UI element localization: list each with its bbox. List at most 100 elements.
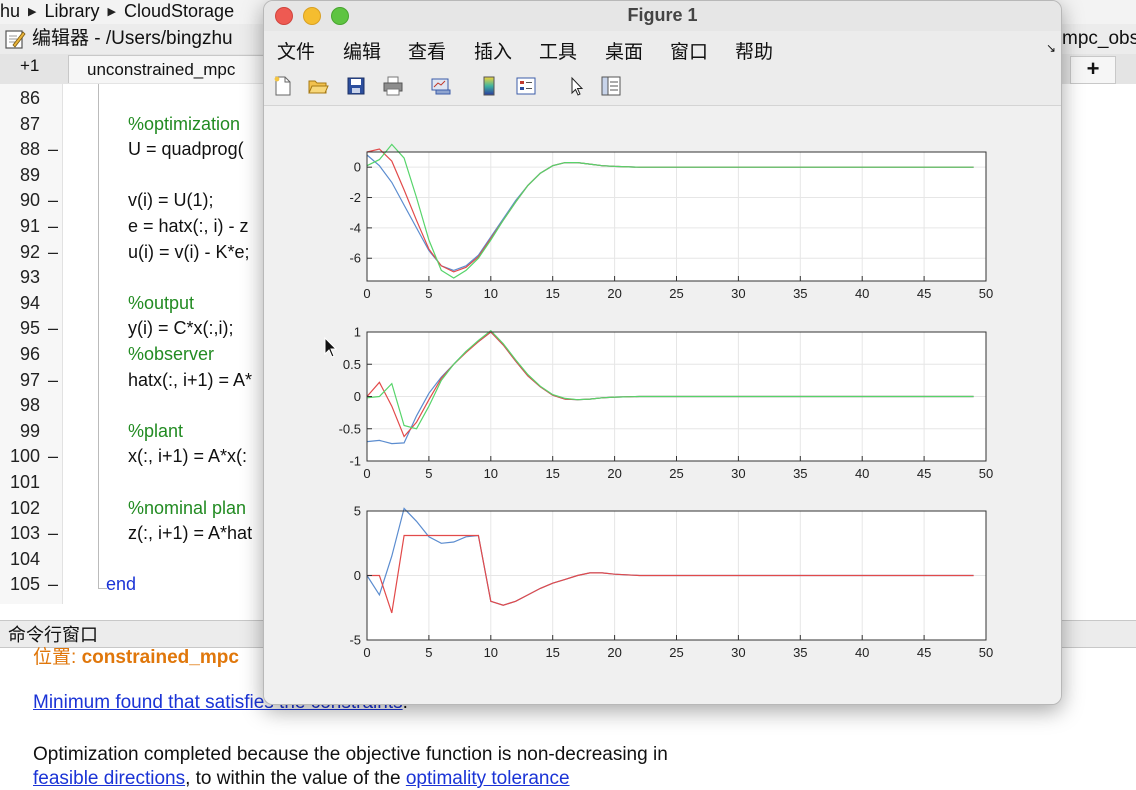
code-line[interactable]: 86 [0,85,1136,111]
code-line[interactable]: 89 [0,162,1136,188]
code-text: z(:, i+1) = A*hat [128,523,253,544]
code-line[interactable]: 95– y(i) = C*x(:,i); [0,315,1136,341]
dock-arrow-icon[interactable]: ↘ [1046,41,1057,55]
zoom-window-button[interactable] [331,7,349,25]
breakpoint-marker[interactable]: – [48,574,59,595]
save-icon[interactable] [345,75,367,97]
figure-plot-area[interactable]: 0 5 10 15 20 25 30 35 40 45 500-2-4-60 5 10 15 20 25 30 3… [264,106,1061,704]
legend-icon[interactable] [515,75,537,97]
menu-view[interactable]: 查看 [408,42,447,63]
x-tick-label: 10 [484,466,498,481]
code-line[interactable]: 103– z(:, i+1) = A*hat [0,520,1136,546]
x-tick-label: 40 [855,286,869,301]
chevron-right-icon: ▶ [28,6,37,18]
x-tick-label: 15 [545,466,559,481]
menu-edit[interactable]: 编辑 [343,42,382,63]
print-icon[interactable] [382,75,404,97]
code-line[interactable]: 90– v(i) = U(1); [0,187,1136,213]
tab-unconstrained-mpc[interactable]: unconstrained_mpc [68,55,278,83]
editor-icon [5,30,26,49]
y-tick-label: 0 [354,160,361,175]
figure-toolbar [264,67,1061,106]
menu-insert[interactable]: 插入 [474,42,513,63]
x-tick-label: 15 [545,645,559,660]
code-line[interactable]: 96 %observer [0,341,1136,367]
x-tick-label: 25 [669,645,683,660]
figure-titlebar[interactable]: Figure 1 [264,1,1061,31]
line-number: 96 [19,344,40,364]
property-editor-icon[interactable] [600,75,622,97]
code-line[interactable]: 91– e = hatx(:, i) - z [0,213,1136,239]
new-file-icon[interactable] [272,75,294,97]
minimize-window-button[interactable] [303,7,321,25]
code-comment: %nominal plan [128,497,247,518]
code-line[interactable]: 97– hatx(:, i+1) = A* [0,367,1136,393]
breakpoint-marker[interactable]: – [48,446,59,467]
mouse-cursor-icon [324,337,338,358]
menu-help[interactable]: 帮助 [735,42,774,63]
open-folder-icon[interactable] [307,75,329,97]
series-line-2 [367,534,974,614]
breakpoint-marker[interactable]: – [48,216,59,236]
breakpoint-marker[interactable]: – [48,369,59,390]
colorbar-icon[interactable] [478,75,500,97]
breakpoint-marker[interactable]: – [48,139,59,160]
figure-menubar: 文件 编辑 查看 插入 工具 桌面 窗口 帮助 ↘ [264,31,1061,67]
code-line[interactable]: 104 [0,546,1136,572]
line-number: 100 [9,446,40,467]
figure-window[interactable]: Figure 1 文件 编辑 查看 插入 工具 桌面 窗口 帮助 ↘ [263,0,1062,705]
breakpoint-marker[interactable]: – [48,241,59,262]
line-number: 98 [19,395,40,416]
code-line[interactable]: 93 [0,264,1136,290]
pointer-icon[interactable] [566,75,588,97]
completed-line: Optimization completed because the objec… [33,744,668,765]
close-window-button[interactable] [275,7,293,25]
code-line[interactable]: 98 [0,392,1136,418]
menu-tools[interactable]: 工具 [539,42,578,63]
x-tick-label: 15 [545,286,559,301]
y-tick-label: 0 [354,568,361,583]
breakpoint-marker[interactable]: – [48,523,59,544]
code-line[interactable]: 102 %nominal plan [0,495,1136,521]
x-tick-label: 50 [979,286,993,301]
code-line[interactable]: 92– u(i) = v(i) - K*e; [0,239,1136,265]
code-line[interactable]: 87 %optimization [0,111,1136,137]
code-line[interactable]: 88– U = quadprog( [0,136,1136,162]
line-number: 95 [19,318,40,339]
breakpoint-marker[interactable]: – [48,190,59,211]
x-tick-label: 0 [363,645,370,660]
code-comment: %plant [128,420,184,441]
fold-guide-end [98,578,107,589]
breadcrumb-item[interactable]: hu [0,1,21,21]
breakpoint-marker[interactable]: – [48,318,59,339]
menu-file[interactable]: 文件 [277,42,316,63]
x-tick-label: 5 [425,645,432,660]
location-file-link[interactable]: constrained_mpc [81,647,239,668]
code-line[interactable]: 100– x(:, i+1) = A*x(: [0,443,1136,469]
link-plot-icon[interactable] [430,75,452,97]
y-tick-label: 0.5 [343,357,361,372]
menu-desktop[interactable]: 桌面 [605,42,644,63]
breadcrumb-item[interactable]: CloudStorage [124,1,235,21]
code-text: U = quadprog( [128,139,244,160]
menu-window[interactable]: 窗口 [670,42,709,63]
figure-canvas[interactable]: 0 5 10 15 20 25 30 35 40 45 50 0 -2 -4 -6 0 5 10 15 20 25 30 3… [264,106,1061,704]
series-line-3 [366,143,974,279]
x-tick-label: 35 [793,645,807,660]
figure-title: Figure 1 [627,5,698,25]
code-line[interactable]: 99 %plant [0,418,1136,444]
add-tab-button[interactable]: + [1070,56,1116,84]
x-tick-label: 50 [979,466,993,481]
x-tick-label: 20 [607,286,621,301]
tab-overflow[interactable]: +1 [20,56,40,75]
code-text: y(i) = C*x(:,i); [128,318,234,339]
x-tick-label: 20 [607,645,621,660]
code-line[interactable]: 101 [0,469,1136,495]
code-line[interactable]: 105– end [0,571,1136,597]
code-line[interactable]: 94 %output [0,290,1136,316]
fold-guide [98,84,99,588]
x-tick-label: 45 [917,645,931,660]
breadcrumb-item[interactable]: Library [44,1,100,21]
x-tick-label: 10 [484,286,498,301]
y-tick-label: -2 [349,190,361,205]
